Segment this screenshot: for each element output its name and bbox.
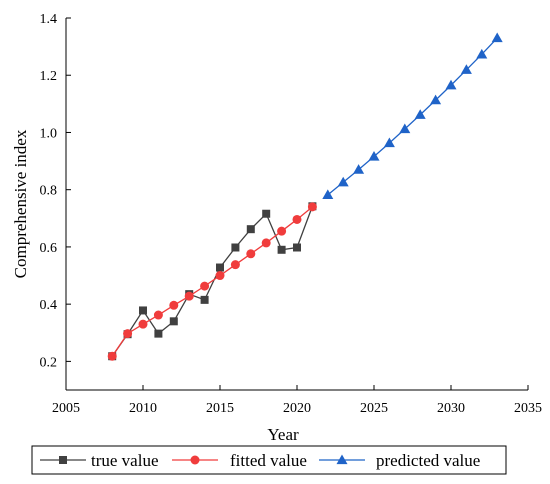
x-tick-label-3: 2020 [283, 401, 311, 416]
y-tick-label-3: 0.8 [40, 184, 58, 199]
data-point-0-4 [169, 317, 178, 326]
data-point-1-11 [277, 226, 287, 236]
data-point-1-3 [153, 310, 163, 320]
data-point-1-4 [169, 300, 179, 310]
data-point-1-1 [123, 329, 133, 339]
y-tick-label-2: 0.6 [40, 241, 58, 256]
y-tick-label-0: 0.2 [40, 355, 58, 370]
data-point-0-12 [293, 243, 301, 252]
x-tick-label-1: 2010 [129, 401, 157, 416]
data-point-2-2 [353, 164, 365, 174]
data-point-2-8 [445, 79, 457, 90]
y-tick-label-1: 0.4 [40, 298, 58, 313]
data-point-2-10 [476, 48, 488, 59]
data-point-0-9 [246, 225, 255, 234]
data-point-0-8 [231, 243, 240, 252]
legend-marker-2 [336, 454, 348, 465]
legend-marker-1 [190, 455, 200, 465]
data-point-2-1 [337, 176, 349, 187]
x-tick-label-2: 2015 [206, 401, 234, 416]
x-axis-title: Year [267, 425, 299, 444]
data-point-1-0 [107, 351, 117, 361]
series-layer [107, 32, 503, 361]
data-point-2-6 [414, 109, 426, 119]
data-point-2-9 [460, 64, 472, 74]
data-point-2-11 [491, 32, 503, 43]
legend-label-2: predicted value [376, 451, 480, 470]
data-point-0-6 [200, 295, 209, 304]
x-tick-label-5: 2030 [437, 401, 465, 416]
data-point-1-9 [246, 249, 256, 259]
data-point-1-13 [307, 202, 317, 212]
legend-label-0: true value [91, 451, 159, 470]
data-point-1-8 [230, 260, 240, 270]
legend-box [31, 445, 507, 475]
y-tick-label-6: 1.4 [40, 12, 58, 27]
data-point-2-4 [383, 137, 395, 148]
data-point-1-10 [261, 238, 271, 248]
data-point-2-3 [368, 150, 380, 161]
axes [65, 18, 528, 391]
x-tick-label-6: 2035 [514, 401, 542, 416]
data-point-0-10 [262, 209, 271, 218]
data-point-2-5 [399, 123, 411, 134]
data-point-0-2 [139, 306, 147, 315]
series-predicted-value [322, 32, 503, 199]
data-point-1-2 [138, 319, 148, 329]
y-tick-label-4: 1.0 [40, 126, 58, 141]
data-point-1-7 [215, 271, 225, 281]
legend-marker-0 [59, 456, 67, 464]
x-tick-label-0: 2005 [52, 401, 80, 416]
series-line-2 [327, 37, 498, 196]
legend: true value fitted value predicted value [31, 445, 507, 475]
data-point-1-12 [292, 214, 302, 224]
data-point-1-5 [184, 291, 194, 301]
ticks: 2005 2010 2015 2020 2025 2030 2035 0.2 0.4 0.6 0.8… [40, 12, 543, 416]
data-point-0-11 [277, 245, 286, 254]
data-point-2-7 [430, 94, 442, 105]
data-point-1-6 [200, 281, 210, 291]
data-point-0-7 [216, 263, 224, 272]
x-tick-label-4: 2025 [360, 401, 388, 416]
series-fitted-value [107, 202, 317, 361]
y-axis-title: Comprehensive index [11, 129, 30, 278]
data-point-0-3 [154, 329, 163, 338]
legend-label-1: fitted value [230, 451, 307, 470]
data-point-2-0 [322, 189, 334, 199]
y-tick-label-5: 1.2 [40, 69, 58, 84]
